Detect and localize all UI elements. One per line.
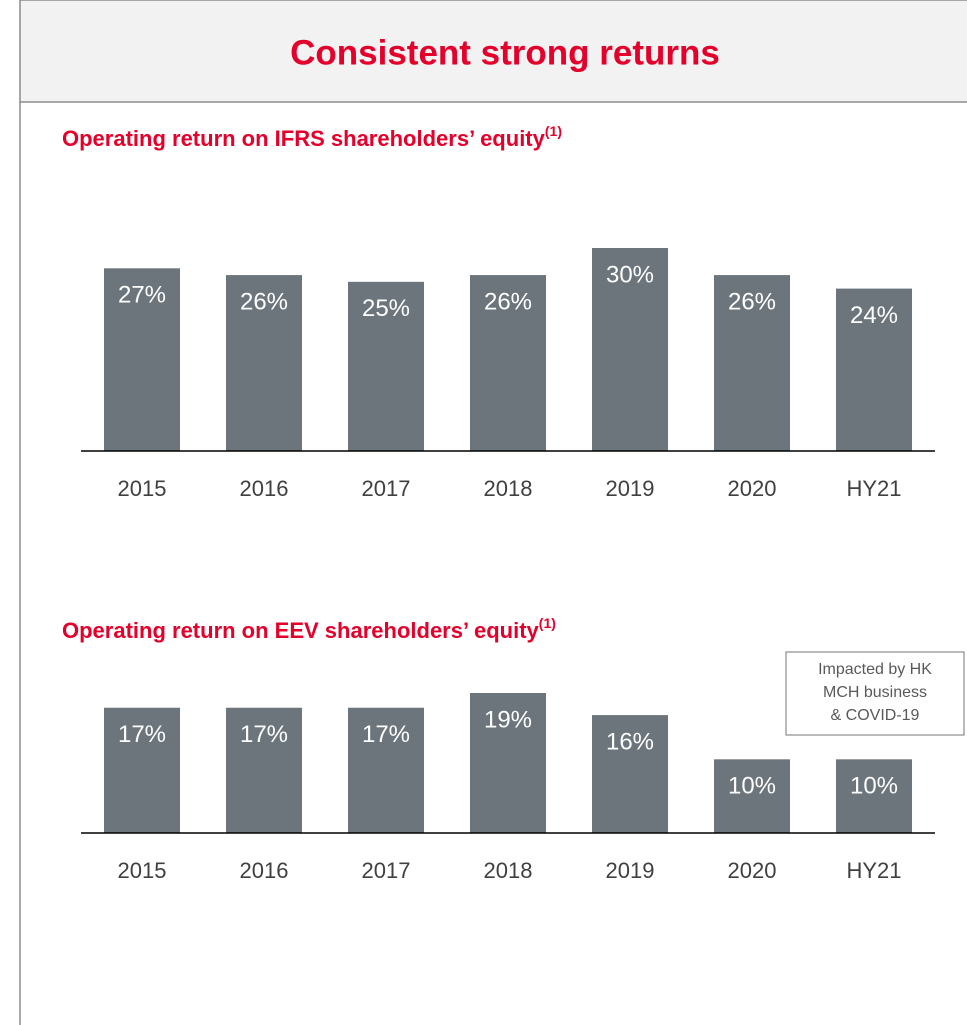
bar [104,707,180,833]
value-label: 27% [118,282,166,309]
x-tick-label: HY21 [846,858,901,883]
bar [348,281,424,451]
slide-title: Consistent strong returns [290,33,720,72]
chart-title-superscript: (1) [539,615,556,631]
chart-title-text: Operating return on IFRS shareholders’ e… [62,126,546,151]
value-label: 17% [118,721,166,748]
x-tick-label: 2017 [362,476,411,501]
x-tick-label: 2015 [118,476,167,501]
x-tick-label: 2018 [484,476,533,501]
value-label: 24% [850,302,898,329]
value-label: 26% [484,288,532,315]
bar [592,715,668,833]
value-label: 26% [728,288,776,315]
annotation-text: & COVID-19 [831,707,920,724]
bar [104,268,180,451]
bar [470,693,546,833]
value-label: 25% [362,295,410,322]
bar [714,759,790,833]
x-tick-label: 2018 [484,858,533,883]
x-tick-label: 2020 [728,858,777,883]
value-label: 30% [606,261,654,288]
x-tick-label: 2016 [240,476,289,501]
chart-title-superscript: (1) [545,123,562,139]
value-label: 17% [362,721,410,748]
x-tick-label: 2016 [240,858,289,883]
value-label: 26% [240,288,288,315]
value-label: 19% [484,706,532,733]
chart-title: Operating return on EEV shareholders’ eq… [62,615,556,643]
value-label: 10% [850,773,898,800]
annotation-text: MCH business [823,684,927,701]
chart-title-text: Operating return on EEV shareholders’ eq… [62,618,540,643]
bar [592,248,668,451]
x-tick-label: 2015 [118,858,167,883]
bar [348,707,424,833]
bar [714,275,790,451]
bar [836,288,912,451]
annotation-text: Impacted by HK [818,661,932,678]
x-tick-label: 2019 [606,476,655,501]
bar [836,759,912,833]
bar [226,275,302,451]
value-label: 17% [240,721,288,748]
annotation-box [785,651,965,736]
x-tick-label: 2020 [728,476,777,501]
chart-title: Operating return on IFRS shareholders’ e… [62,123,562,151]
value-label: 16% [606,728,654,755]
bar [226,707,302,833]
bar [470,275,546,451]
header-band [19,0,967,103]
x-tick-label: 2019 [606,858,655,883]
x-tick-label: 2017 [362,858,411,883]
value-label: 10% [728,773,776,800]
x-tick-label: HY21 [846,476,901,501]
